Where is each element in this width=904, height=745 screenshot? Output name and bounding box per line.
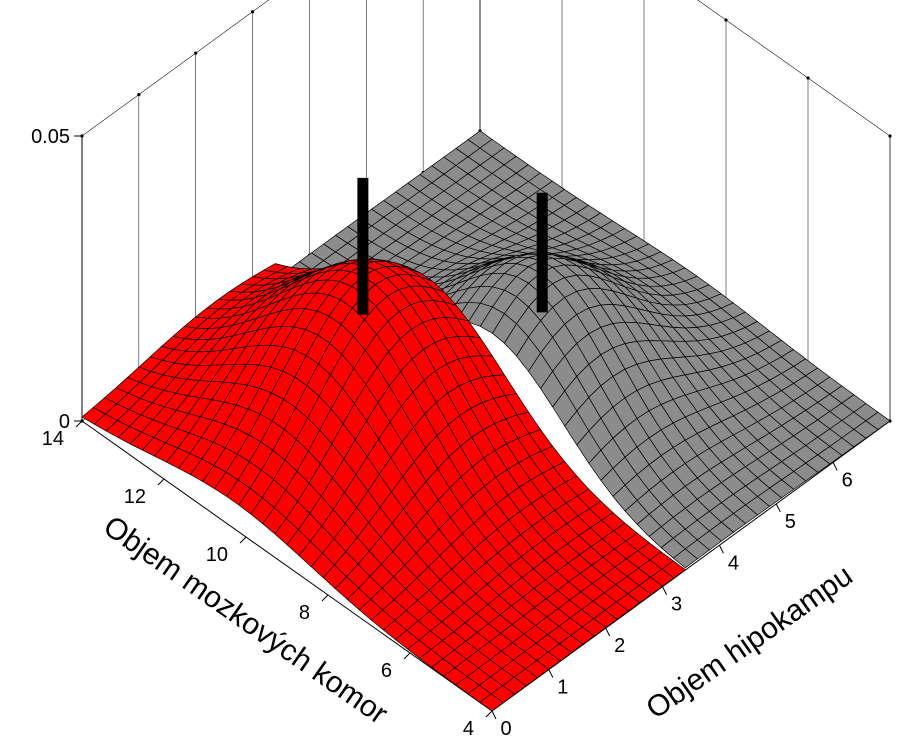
surface-plot — [81, 130, 891, 712]
y-tick-label: 8 — [299, 602, 310, 624]
x-axis-title: Objem hipokampu — [640, 559, 858, 726]
y-tick-label: 14 — [42, 428, 64, 450]
x-tick-mark — [832, 462, 838, 471]
y-tick-label: 10 — [206, 544, 228, 566]
x-tick-label: 0 — [500, 718, 511, 740]
axes-box — [80, 0, 892, 712]
x-tick-mark — [662, 586, 668, 595]
z-tick-label: 0 — [59, 411, 70, 433]
y-tick-label: 12 — [124, 486, 146, 508]
grid-dot — [137, 92, 141, 97]
grid-dot — [194, 51, 198, 55]
x-tick-label: 1 — [557, 677, 568, 699]
z-tick-label: 0.05 — [31, 126, 70, 148]
y-tick-label: 6 — [381, 660, 392, 682]
y-tick-mark — [321, 594, 329, 602]
grid-dot — [888, 134, 892, 138]
x-tick-label: 4 — [728, 552, 739, 574]
x-tick-label: 6 — [842, 469, 853, 491]
y-tick-mark — [239, 536, 247, 544]
grid-dot — [250, 10, 255, 14]
x-tick-mark — [605, 627, 611, 637]
grid-line-z — [81, 0, 891, 137]
y-tick-label: 4 — [463, 718, 474, 740]
y-tick-mark — [157, 478, 165, 486]
peak-markers — [357, 177, 548, 315]
surface-patch-series-1 — [479, 693, 504, 712]
x-tick-mark — [775, 503, 781, 513]
x-tick-label: 5 — [785, 511, 796, 533]
x-tick-mark — [718, 545, 724, 554]
y-tick-mark — [75, 420, 83, 428]
y-tick-mark — [485, 710, 493, 718]
surface-patch-series-2 — [672, 548, 698, 569]
grid-dot — [724, 18, 728, 22]
x-tick-mark — [548, 669, 554, 678]
grid-dot — [806, 76, 810, 80]
x-tick-label: 3 — [671, 594, 682, 616]
x-tick-label: 2 — [614, 635, 625, 657]
y-tick-mark — [403, 652, 411, 660]
x-tick-mark — [491, 710, 497, 720]
